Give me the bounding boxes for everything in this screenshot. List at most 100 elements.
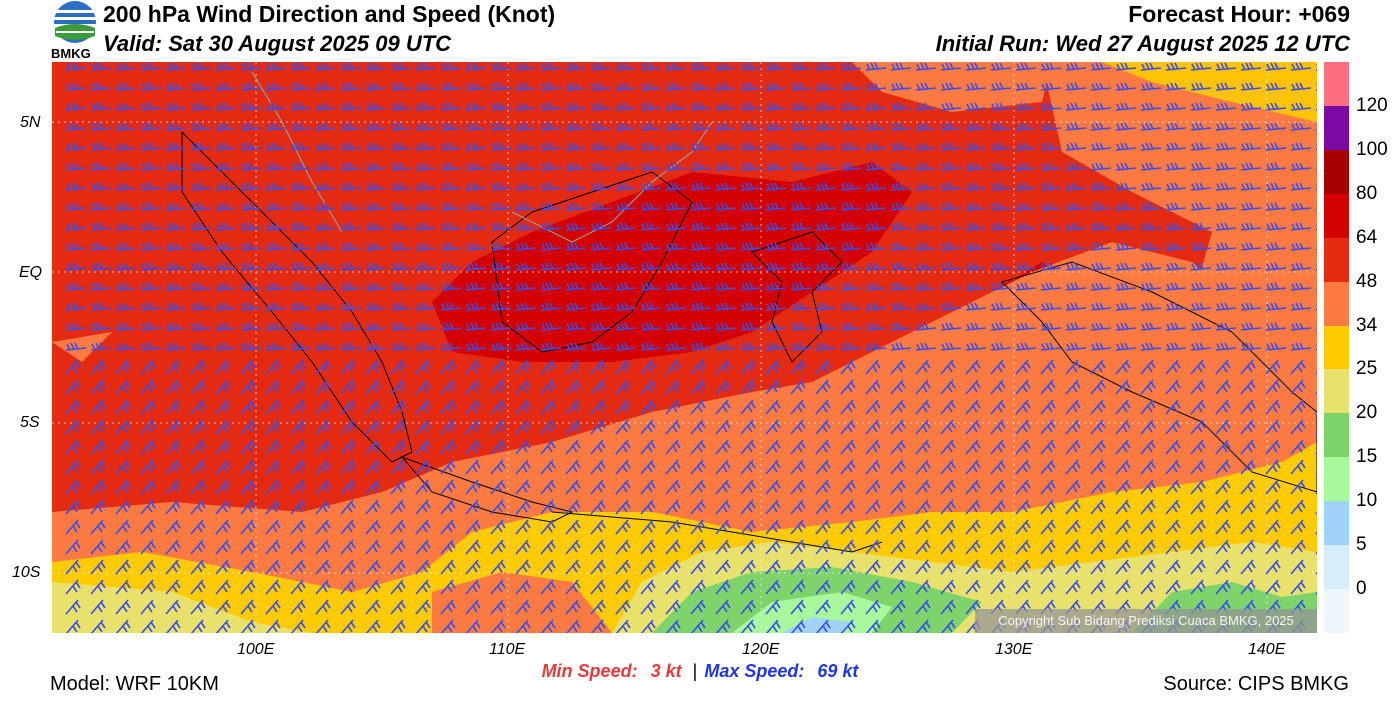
wind-barb	[1165, 359, 1181, 375]
wind-barb	[690, 459, 706, 475]
wind-barb	[1215, 82, 1237, 91]
wind-barb	[340, 419, 356, 435]
wind-barb	[165, 282, 187, 291]
wind-barb	[765, 439, 781, 455]
wind-barb	[1290, 479, 1306, 495]
wind-barb	[890, 499, 906, 515]
wind-barb	[1065, 399, 1081, 415]
wind-barb	[965, 479, 981, 495]
wind-barb	[840, 302, 862, 311]
wind-barb	[1140, 342, 1162, 351]
wind-barb	[190, 539, 206, 555]
wind-barb	[140, 379, 156, 395]
wind-barb	[790, 142, 812, 151]
wind-barb	[890, 222, 912, 231]
wind-barb	[690, 162, 712, 171]
wind-barb	[840, 342, 862, 351]
wind-barb	[790, 282, 812, 291]
wind-barb	[1265, 242, 1287, 251]
wind-barb	[1140, 122, 1162, 131]
wind-barb	[1265, 539, 1281, 555]
wind-barb	[690, 559, 706, 575]
wind-barb	[565, 599, 581, 615]
wind-barb	[815, 359, 831, 375]
wind-barb	[140, 579, 156, 595]
wind-barb	[140, 122, 162, 131]
wind-barb	[740, 222, 762, 231]
wind-barb	[265, 282, 287, 291]
wind-barb	[940, 162, 962, 171]
wind-barb	[740, 519, 756, 535]
wind-barb	[215, 62, 237, 71]
wind-barb	[1215, 479, 1231, 495]
wind-barb	[315, 242, 337, 251]
wind-barb	[1140, 479, 1156, 495]
wind-barb	[890, 579, 906, 595]
wind-barb	[890, 122, 912, 131]
wind-barb	[90, 62, 112, 71]
wind-barb	[340, 102, 362, 111]
wind-barb	[340, 439, 356, 455]
wind-barb	[840, 559, 856, 575]
wind-barb	[265, 359, 281, 375]
wind-barb	[840, 439, 856, 455]
wind-barb	[1290, 82, 1312, 91]
wind-barb	[240, 619, 256, 633]
colorbar-label: 48	[1356, 270, 1378, 292]
wind-barb	[990, 202, 1012, 211]
logo-text: BMKG	[51, 46, 91, 61]
wind-barb	[465, 182, 487, 191]
wind-barb	[415, 302, 437, 311]
wind-barb	[1190, 262, 1212, 271]
wind-barb	[265, 379, 281, 395]
wind-barb	[565, 499, 581, 515]
wind-barb	[1090, 342, 1112, 351]
wind-barb	[790, 519, 806, 535]
wind-barb	[340, 142, 362, 151]
wind-barb	[190, 102, 212, 111]
wind-barb	[1140, 62, 1162, 71]
wind-barb	[140, 242, 162, 251]
wind-barb	[965, 519, 981, 535]
wind-barb	[1165, 459, 1181, 475]
wind-barb	[840, 399, 856, 415]
wind-barb	[815, 619, 831, 633]
wind-barb	[565, 102, 587, 111]
wind-barb	[1040, 359, 1056, 375]
wind-barb	[1215, 559, 1231, 575]
wind-barb	[1215, 282, 1237, 291]
wind-barb	[940, 122, 962, 131]
wind-barb	[265, 579, 281, 595]
wind-barb	[265, 322, 287, 331]
wind-barb	[240, 499, 256, 515]
wind-barb	[240, 102, 262, 111]
wind-barb	[690, 302, 712, 311]
wind-barb	[315, 122, 337, 131]
wind-barb	[890, 599, 906, 615]
wind-barb	[890, 62, 912, 71]
wind-barb	[740, 82, 762, 91]
wind-barb	[840, 122, 862, 131]
wind-barb	[590, 122, 612, 131]
wind-barb	[465, 222, 487, 231]
wind-barb	[315, 479, 331, 495]
wind-barb	[765, 242, 787, 251]
wind-barb	[465, 559, 481, 575]
wind-barb	[915, 519, 931, 535]
wind-barb	[615, 559, 631, 575]
wind-barb	[115, 342, 137, 351]
wind-barb	[1115, 242, 1137, 251]
wind-barb	[265, 619, 281, 633]
wind-barb	[465, 242, 487, 251]
wind-barb	[790, 359, 806, 375]
wind-barb	[115, 439, 131, 455]
wind-barb	[890, 539, 906, 555]
wind-barb	[840, 539, 856, 555]
wind-barb	[815, 519, 831, 535]
wind-barb	[715, 202, 737, 211]
wind-barb	[915, 182, 937, 191]
wind-barb	[890, 242, 912, 251]
wind-barb	[940, 599, 956, 615]
wind-barb	[1040, 242, 1062, 251]
wind-barb	[515, 82, 537, 91]
